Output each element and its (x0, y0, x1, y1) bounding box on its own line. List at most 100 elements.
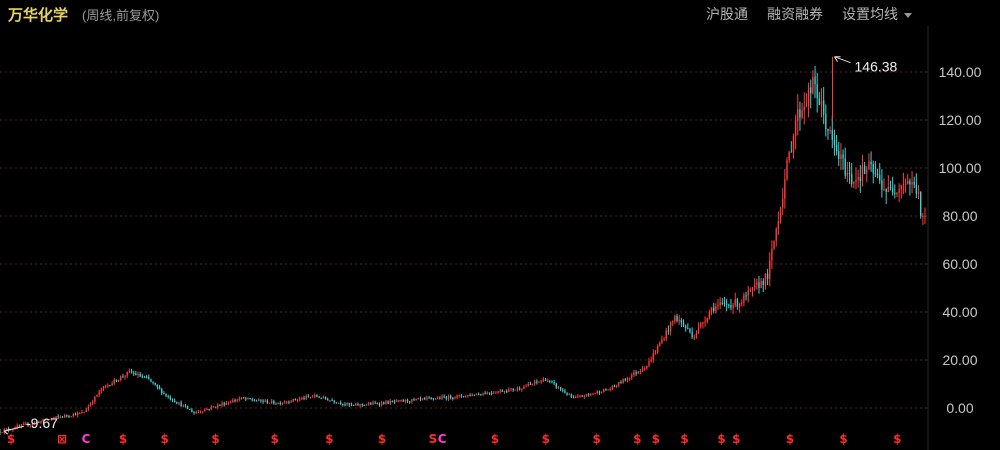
candle-body (827, 128, 829, 132)
candle-body (717, 304, 719, 307)
candle-body (592, 393, 594, 395)
candle-body (264, 400, 266, 402)
event-marker[interactable]: $ (732, 432, 740, 446)
event-marker[interactable]: $ (119, 432, 127, 446)
event-marker[interactable]: $ (633, 432, 641, 446)
candle-body (314, 395, 316, 397)
candle-body (339, 402, 342, 404)
event-marker[interactable]: $ (542, 432, 550, 446)
candle-body (480, 394, 482, 396)
y-tick-label: 100.00 (939, 160, 982, 176)
candle-body (424, 398, 426, 400)
candle-body (902, 184, 905, 186)
candle-body (59, 416, 62, 418)
candle-body (473, 394, 476, 396)
candle-body (788, 151, 790, 161)
candle-body (406, 399, 409, 402)
event-marker[interactable]: $ (325, 432, 333, 446)
candle-body (335, 402, 338, 404)
stock-name: 万华化学 (8, 7, 69, 24)
candle-body (201, 411, 204, 413)
candle-body (184, 405, 187, 407)
candle-body (0, 431, 1, 433)
event-marker[interactable]: $ (491, 432, 499, 446)
candle-body (404, 399, 407, 402)
candle-body (156, 384, 159, 388)
event-marker[interactable]: $ (893, 432, 901, 446)
candle-body (141, 376, 144, 378)
candle-body (760, 281, 762, 289)
candle-body (816, 84, 818, 99)
max-price-label: 146.38 (855, 59, 898, 75)
event-marker[interactable]: $ (652, 432, 660, 446)
min-price-label: -9.67 (26, 415, 58, 431)
candle-body (853, 182, 855, 184)
candle-body (585, 393, 588, 397)
candle-body (27, 423, 29, 426)
candle-body (292, 398, 294, 402)
event-marker[interactable]: $ (680, 432, 688, 446)
candle-body (135, 373, 137, 376)
event-marker[interactable]: $ (160, 432, 168, 446)
candle-body (693, 337, 695, 339)
ma-settings-button[interactable]: 设置均线 (842, 4, 912, 24)
candle-body (484, 393, 486, 395)
candle-body (784, 179, 786, 199)
candle-body (562, 389, 564, 391)
candle-body (626, 378, 629, 381)
margin-trading-button[interactable]: 融资融券 (767, 6, 823, 22)
candle-body (917, 191, 920, 194)
event-marker[interactable]: ⊠ (57, 432, 67, 446)
candle-body (322, 396, 325, 399)
candle-body (286, 401, 288, 403)
candle-body (277, 402, 279, 404)
hk-connect-button[interactable]: 沪股通 (706, 6, 748, 22)
candle-body (607, 389, 609, 391)
candle-body (536, 381, 538, 383)
candle-body (829, 129, 831, 132)
candle-body (559, 387, 562, 390)
candle-body (889, 186, 892, 188)
candle-body (818, 98, 821, 105)
candle-body (766, 273, 769, 279)
candle-body (728, 304, 730, 306)
candle-body (20, 424, 23, 427)
event-marker[interactable]: $ (839, 432, 847, 446)
chart-header: 万华化学 (周线,前复权) 沪股通 融资融券 设置均线 (0, 0, 1000, 26)
event-marker[interactable]: $ (7, 432, 15, 446)
event-marker[interactable]: S (429, 432, 438, 446)
event-marker[interactable]: C (82, 432, 91, 446)
candle-body (79, 412, 81, 414)
candle-body (85, 409, 87, 412)
candle-body (378, 403, 381, 405)
candle-body (154, 383, 156, 385)
candle-body (499, 390, 501, 392)
candle-body (712, 307, 715, 311)
candle-body (173, 400, 176, 403)
candle-body (421, 398, 424, 400)
candle-body (374, 402, 376, 404)
candle-body (650, 360, 652, 362)
event-marker[interactable]: $ (592, 432, 600, 446)
candle-body (721, 302, 724, 304)
candle-body (63, 415, 66, 418)
candle-body (697, 326, 700, 334)
event-marker[interactable]: $ (378, 432, 386, 446)
candle-body (566, 392, 568, 395)
candle-body (493, 392, 495, 394)
event-marker[interactable]: C (438, 432, 447, 446)
candle-body (674, 316, 676, 322)
event-marker[interactable]: $ (211, 432, 219, 446)
candle-body (775, 228, 777, 241)
candle-body (348, 403, 351, 405)
candle-body (680, 320, 683, 323)
candle-body (98, 391, 100, 396)
candle-body (76, 412, 79, 416)
event-marker[interactable]: $ (271, 432, 279, 446)
candle-body (615, 385, 618, 387)
event-marker[interactable]: $ (717, 432, 725, 446)
candle-body (104, 385, 107, 387)
event-marker[interactable]: $ (786, 432, 794, 446)
candle-body (206, 408, 208, 410)
